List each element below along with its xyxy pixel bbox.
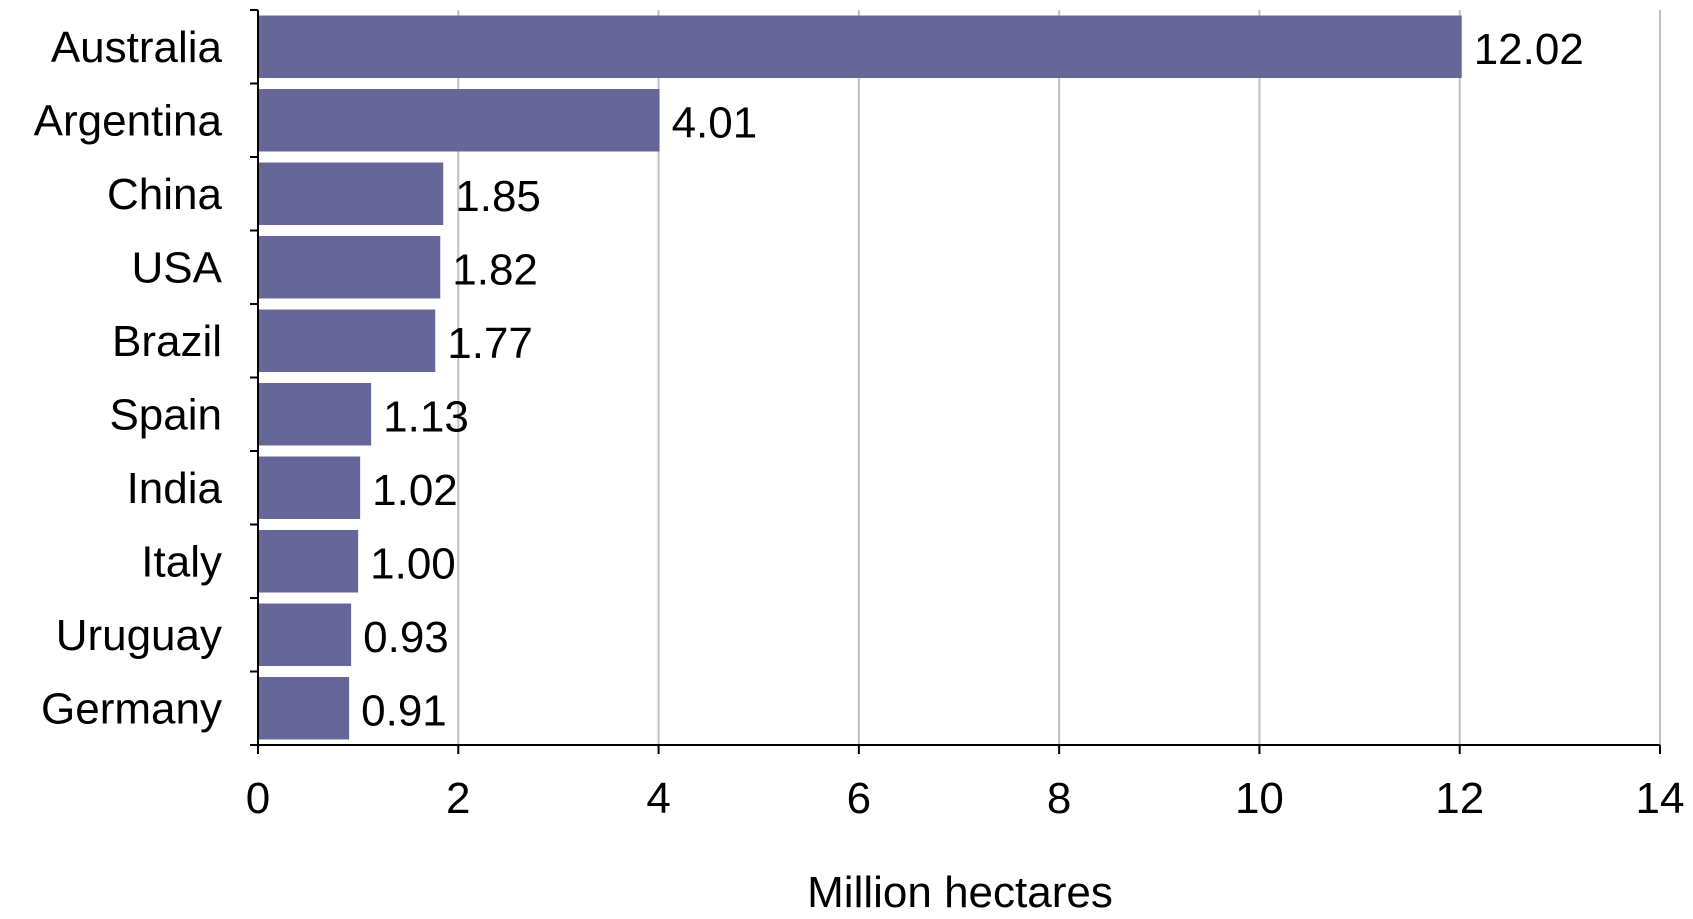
bar-italy bbox=[258, 530, 359, 593]
bar-uruguay bbox=[258, 603, 352, 666]
category-label-argentina: Argentina bbox=[34, 96, 223, 145]
category-label-spain: Spain bbox=[109, 390, 222, 439]
category-label-india: India bbox=[127, 464, 223, 513]
category-label-italy: Italy bbox=[141, 537, 222, 586]
value-label-usa: 1.82 bbox=[452, 245, 538, 294]
x-axis-title: Million hectares bbox=[807, 868, 1113, 917]
value-label-spain: 1.13 bbox=[383, 392, 469, 441]
category-label-china: China bbox=[107, 170, 222, 219]
value-label-italy: 1.00 bbox=[370, 539, 456, 588]
bar-usa bbox=[258, 236, 441, 299]
bar-argentina bbox=[258, 89, 660, 152]
x-tick-label-0: 0 bbox=[246, 774, 270, 823]
category-label-usa: USA bbox=[132, 243, 223, 292]
category-label-brazil: Brazil bbox=[112, 317, 222, 366]
category-label-germany: Germany bbox=[41, 684, 222, 733]
axes bbox=[250, 9, 1661, 754]
value-label-brazil: 1.77 bbox=[447, 319, 533, 368]
x-tick-label-10: 10 bbox=[1235, 774, 1284, 823]
labels: Australia 12.02 Argentina 4.01 China 1.85 USA 1… bbox=[34, 23, 1685, 823]
bars bbox=[258, 15, 1462, 740]
x-tick-label-8: 8 bbox=[1047, 774, 1071, 823]
category-label-australia: Australia bbox=[51, 23, 223, 72]
value-label-germany: 0.91 bbox=[361, 686, 447, 735]
x-tick-label-6: 6 bbox=[847, 774, 871, 823]
x-tick-label-14: 14 bbox=[1636, 774, 1685, 823]
bar-india bbox=[258, 456, 361, 519]
x-tick-label-12: 12 bbox=[1435, 774, 1484, 823]
value-label-china: 1.85 bbox=[455, 172, 541, 221]
value-label-uruguay: 0.93 bbox=[363, 613, 449, 662]
category-label-uruguay: Uruguay bbox=[56, 611, 222, 660]
value-label-australia: 12.02 bbox=[1474, 25, 1584, 74]
bar-china bbox=[258, 162, 444, 225]
bar-brazil bbox=[258, 309, 436, 372]
x-tick-label-4: 4 bbox=[646, 774, 670, 823]
x-tick-label-2: 2 bbox=[446, 774, 470, 823]
bar-germany bbox=[258, 677, 350, 740]
bar-australia bbox=[258, 15, 1462, 78]
value-label-india: 1.02 bbox=[372, 466, 458, 515]
bar-spain bbox=[258, 383, 372, 446]
value-label-argentina: 4.01 bbox=[672, 98, 758, 147]
